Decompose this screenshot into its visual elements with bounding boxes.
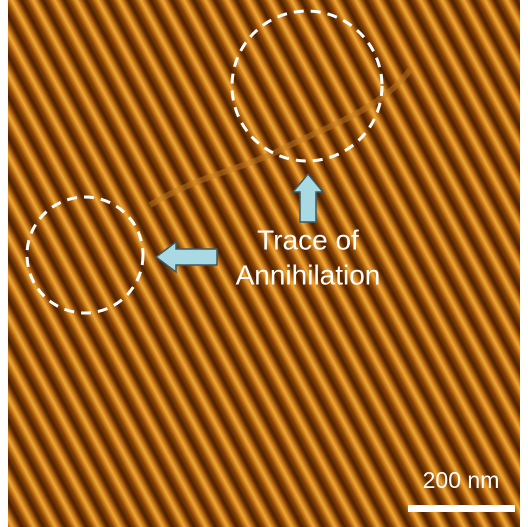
annotation-line: Trace of bbox=[257, 224, 359, 255]
scale-bar-label: 200 nm bbox=[423, 467, 500, 493]
annotation-line: Annihilation bbox=[236, 259, 381, 290]
afm-image: Trace of Annihilation 200 nm bbox=[0, 0, 528, 527]
scale-bar bbox=[408, 505, 515, 512]
